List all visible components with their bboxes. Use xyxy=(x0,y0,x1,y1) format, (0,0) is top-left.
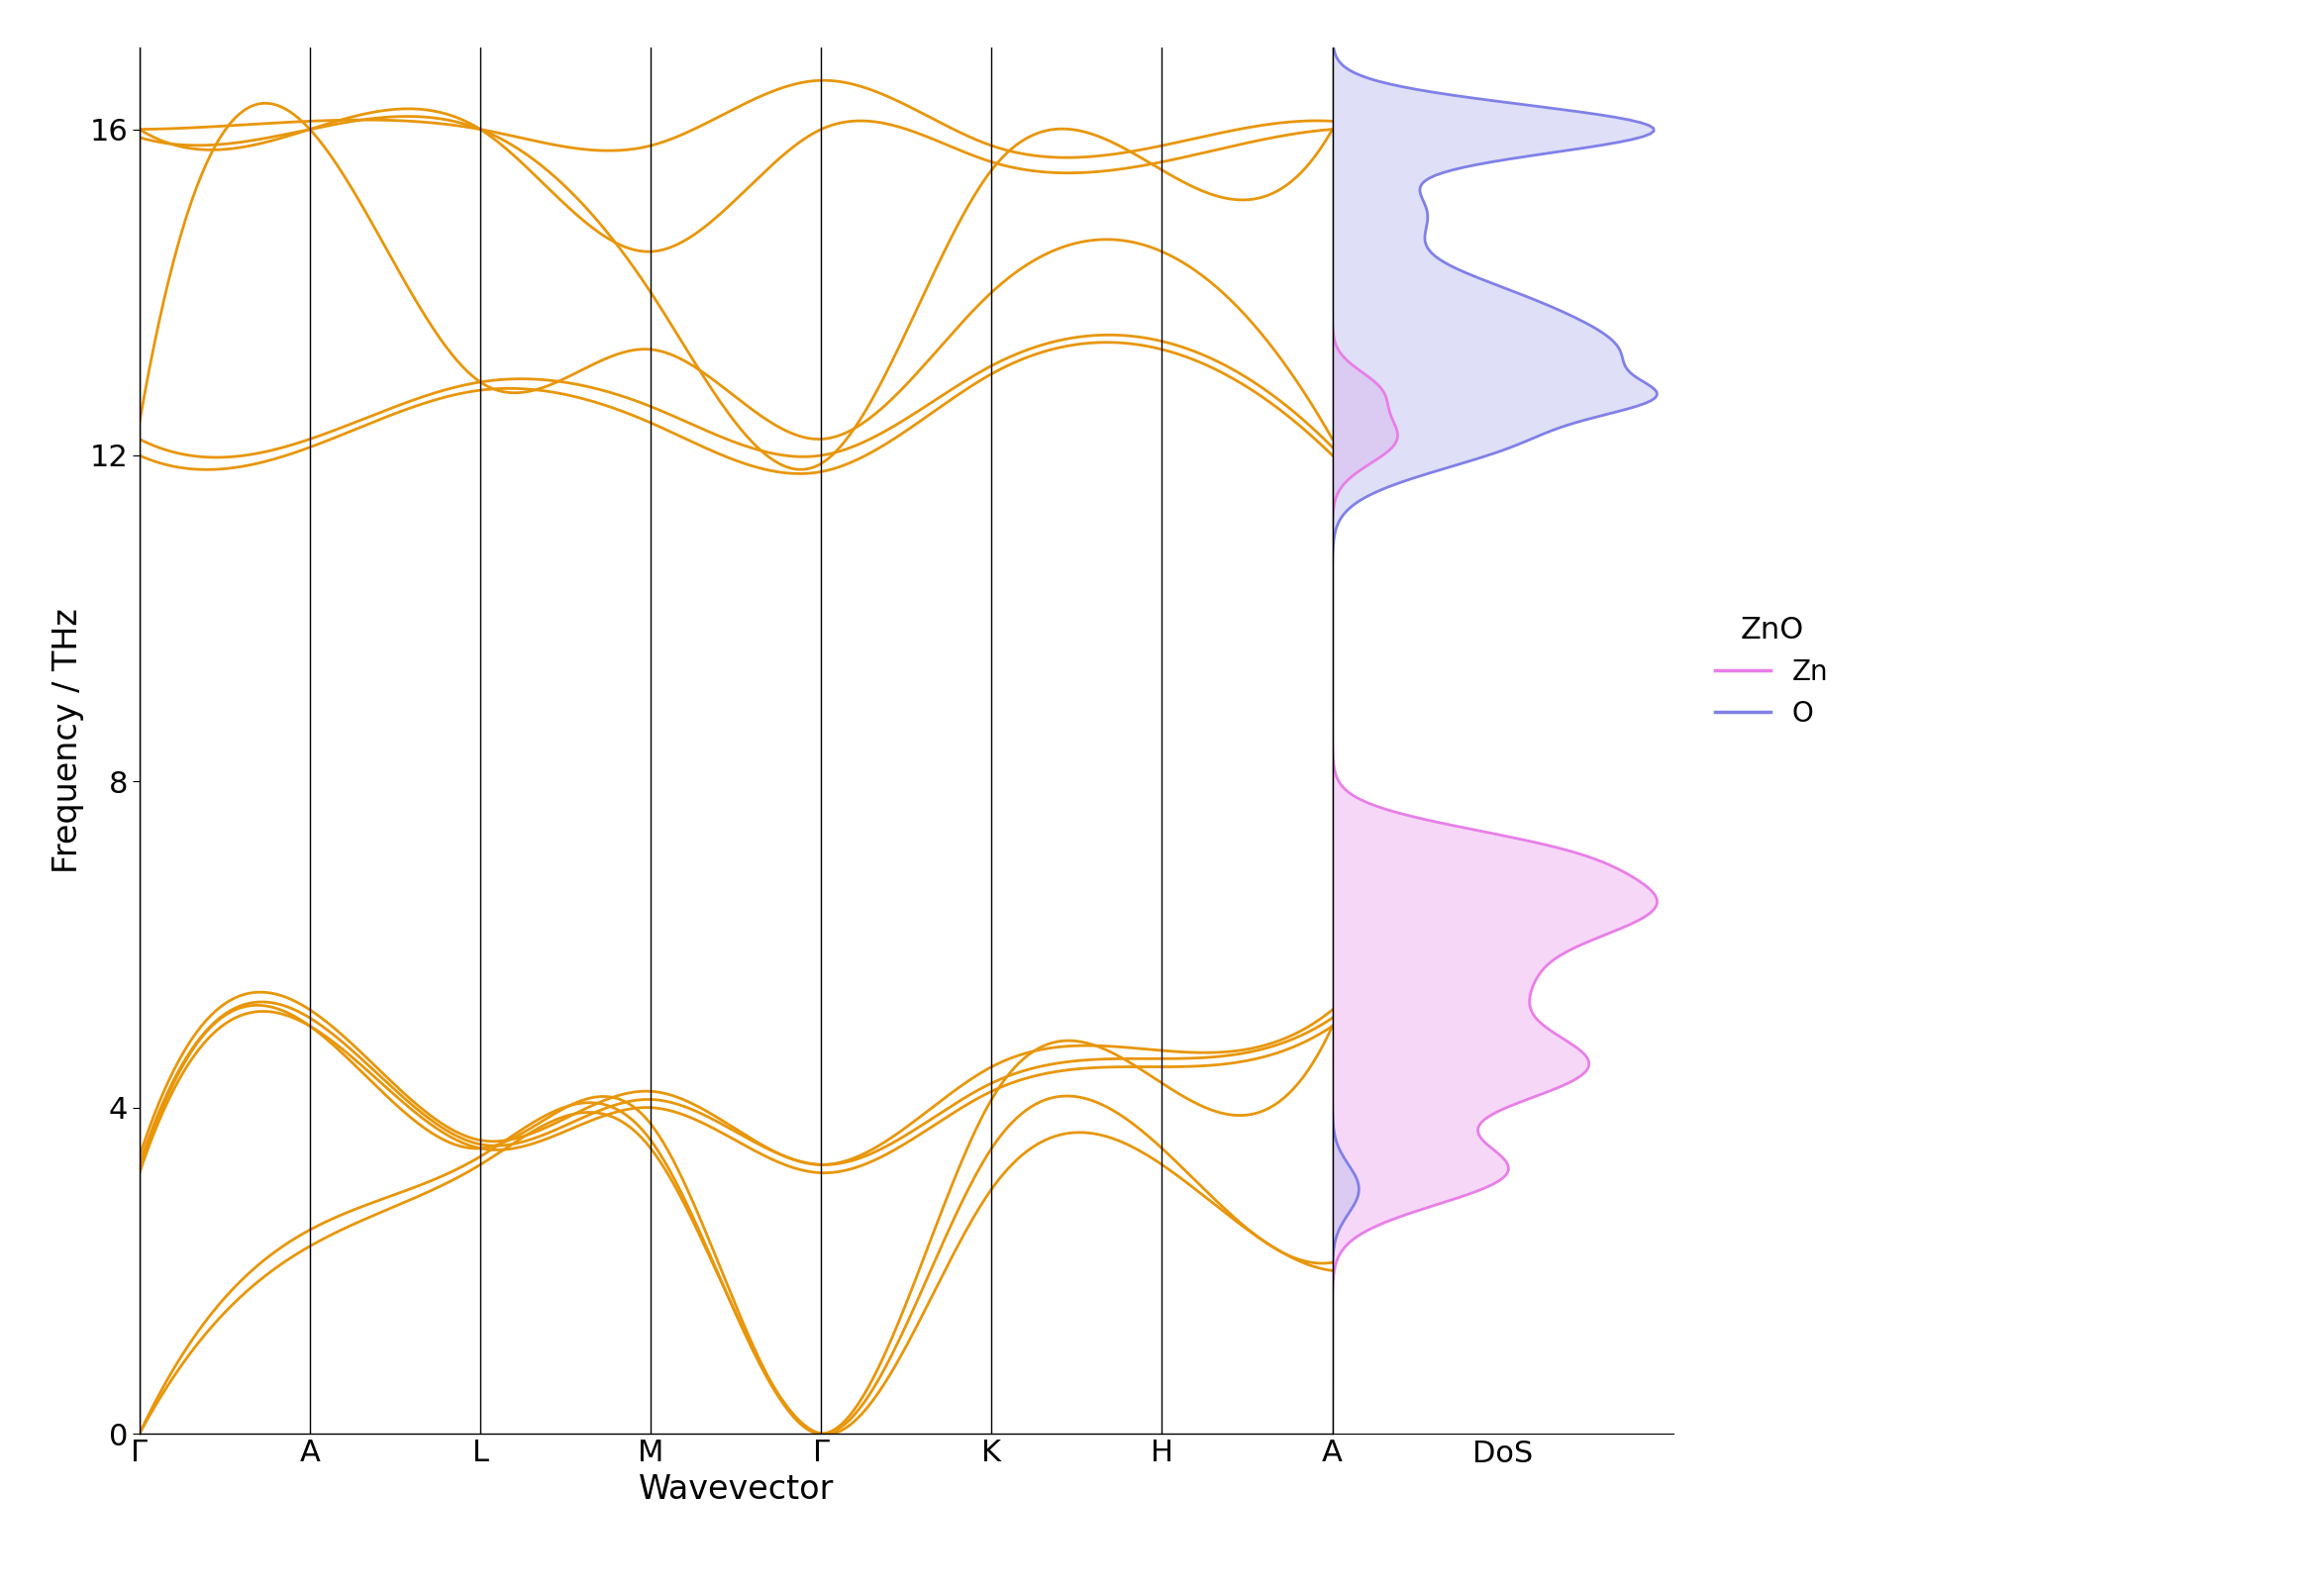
X-axis label: Wavevector: Wavevector xyxy=(639,1472,834,1505)
Y-axis label: Frequency / THz: Frequency / THz xyxy=(51,609,84,873)
Legend: Zn, O: Zn, O xyxy=(1703,605,1838,738)
X-axis label: DoS: DoS xyxy=(1473,1438,1534,1467)
